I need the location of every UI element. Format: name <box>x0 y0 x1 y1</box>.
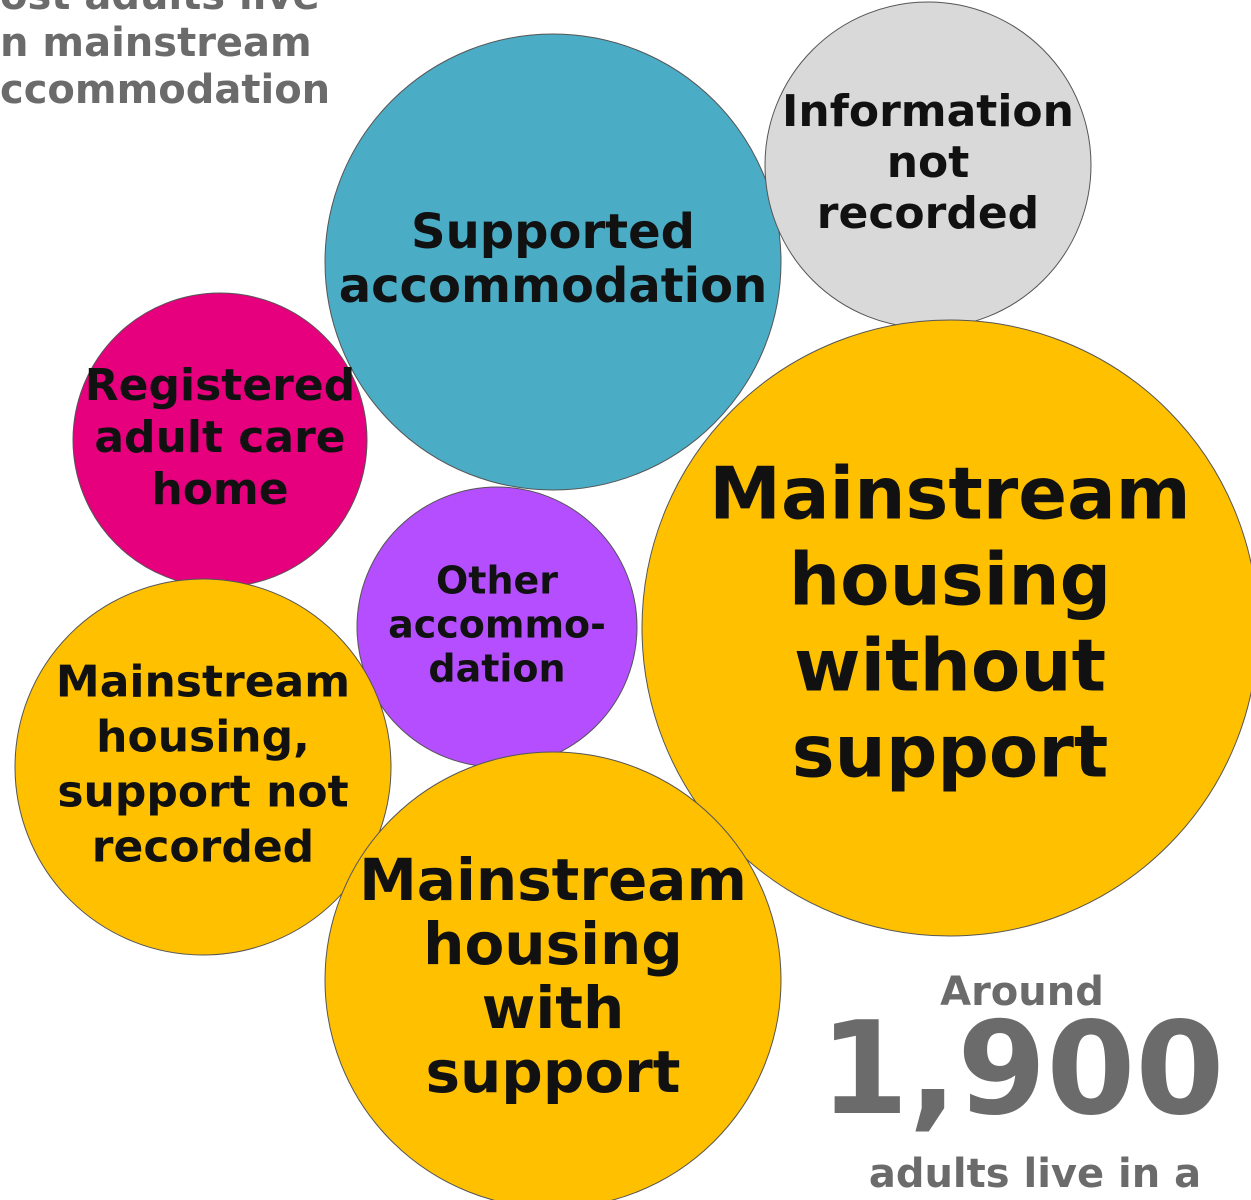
title-line: ccommodation <box>0 67 330 113</box>
bubble <box>641 319 1251 937</box>
bubble-label: Supported <box>411 204 695 260</box>
bubble <box>324 33 782 491</box>
bubble-label: Registered <box>85 360 355 411</box>
bubble-label: support <box>425 1038 680 1106</box>
bubble <box>324 751 782 1200</box>
bubble-label: accommodation <box>339 258 768 314</box>
bubble-label: without <box>794 624 1106 708</box>
bubble-label: dation <box>428 647 565 691</box>
bubble-label: recorded <box>817 188 1039 239</box>
bubble <box>14 578 392 956</box>
bubble-label: housing <box>789 538 1111 622</box>
bubble-label: support not <box>57 767 348 818</box>
callout-number: 1,900 <box>820 995 1225 1144</box>
bubble-label: with <box>482 974 624 1042</box>
bubble-label: accommo- <box>388 603 606 647</box>
bubble-label: adult care <box>94 412 345 463</box>
bubble-label: support <box>792 710 1109 794</box>
bubble-label: Mainstream <box>709 452 1190 536</box>
title-line: n mainstream <box>0 20 312 66</box>
bubble-label: Mainstream <box>359 846 747 914</box>
bubble-label: not <box>887 137 970 188</box>
callout-post: adults live in a <box>869 1151 1201 1197</box>
bubble-label: housing <box>423 910 683 978</box>
bubble-label: recorded <box>92 822 314 873</box>
title: ost adults live n mainstream ccommodatio… <box>0 0 330 113</box>
title-line: ost adults live <box>0 0 320 19</box>
bubble-label: housing, <box>96 712 310 763</box>
callout: Around 1,900 adults live in a <box>820 969 1225 1197</box>
bubbles: SupportedaccommodationInformationnotreco… <box>14 1 1251 1200</box>
bubble-label: home <box>151 464 288 515</box>
bubble-label: Other <box>436 559 558 603</box>
callout-pre: Around <box>940 969 1104 1015</box>
bubble-label: Mainstream <box>56 657 350 708</box>
bubble-label: Information <box>782 86 1074 137</box>
